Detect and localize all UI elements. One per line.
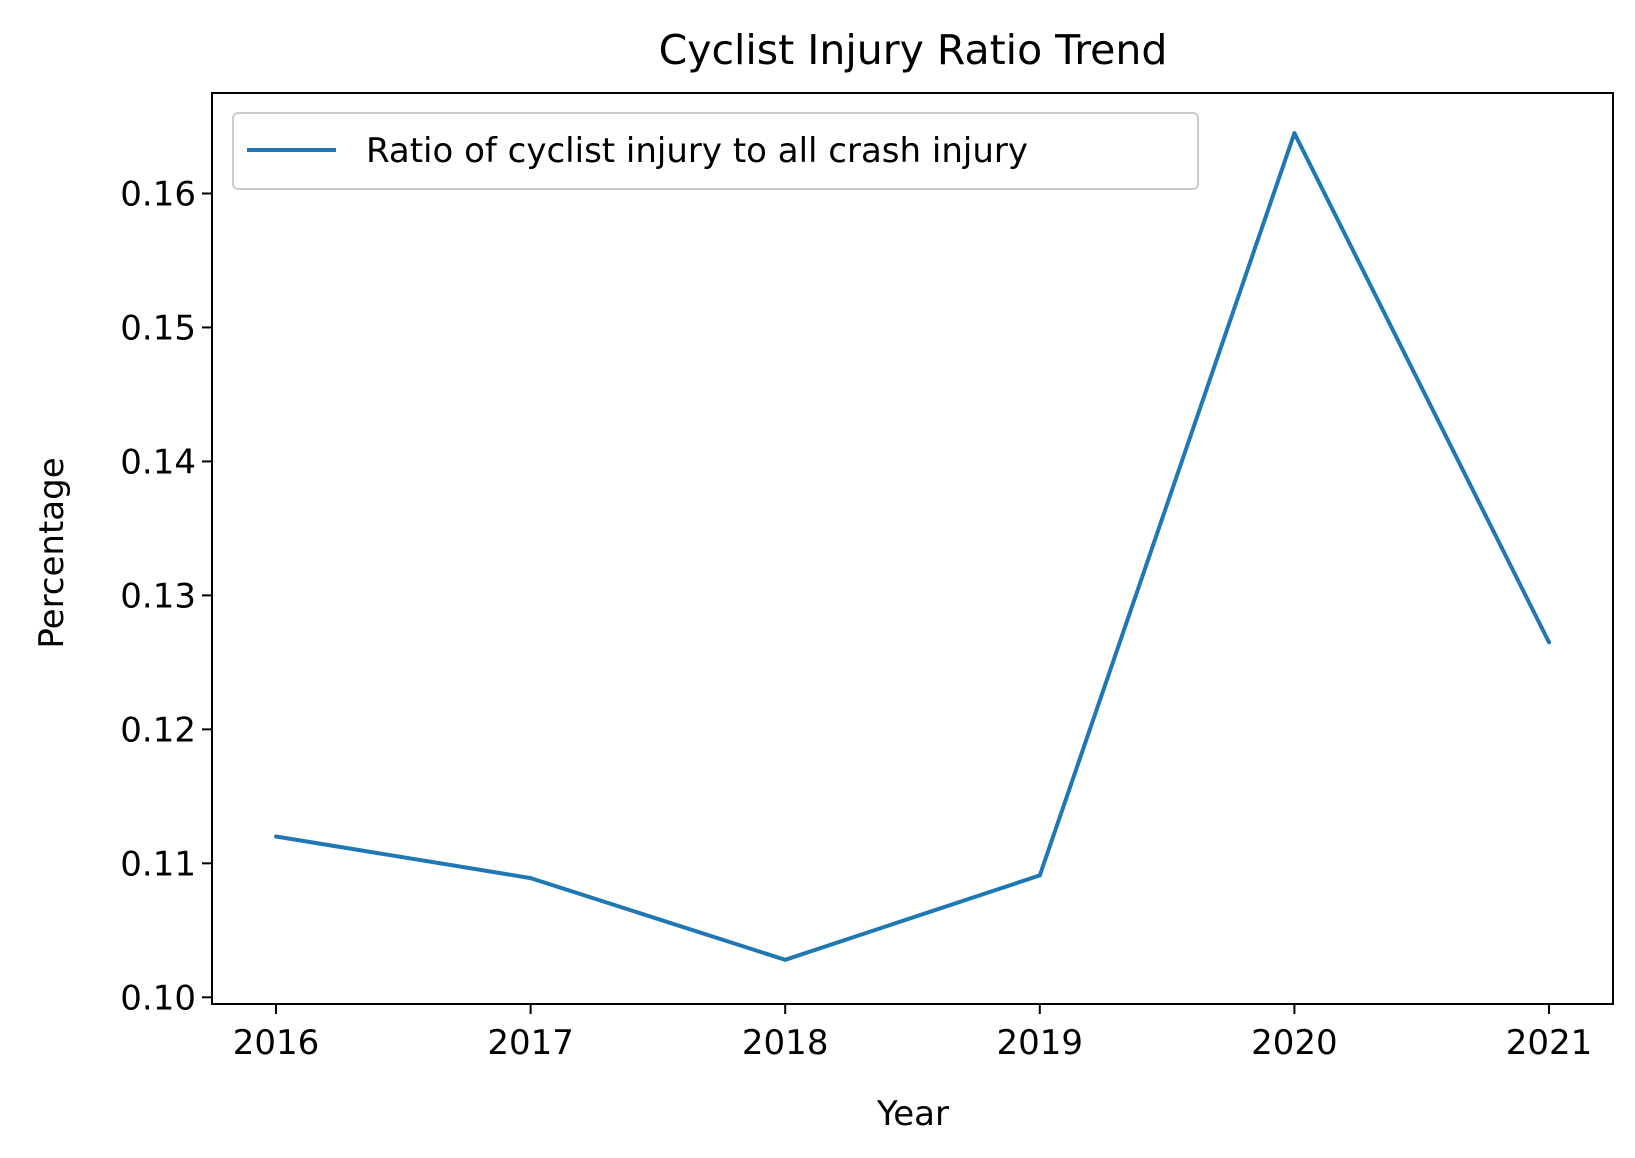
- x-tick-label: 2017: [487, 1023, 574, 1063]
- series-line: [275, 131, 1551, 962]
- data-point: [1037, 873, 1042, 878]
- plot-frame: [211, 92, 1614, 1005]
- x-tick-label: 2020: [1251, 1023, 1338, 1063]
- data-point: [1547, 640, 1551, 645]
- y-axis-ticks: 0.10 0.11 0.12 0.13 0.14 0.15 0.16: [120, 174, 212, 1018]
- data-point: [1292, 131, 1297, 136]
- y-tick-label: 0.13: [120, 576, 196, 616]
- y-tick-label: 0.11: [120, 844, 196, 884]
- legend-label: Ratio of cyclist injury to all crash inj…: [366, 131, 1028, 171]
- y-tick-label: 0.12: [120, 710, 196, 750]
- chart-title: Cyclist Injury Ratio Trend: [659, 26, 1168, 74]
- y-axis-label: Percentage: [32, 457, 72, 648]
- x-axis-ticks: 2016 2017 2018 2019 2020 2021: [233, 1004, 1593, 1063]
- data-point: [528, 876, 533, 881]
- y-tick-label: 0.14: [120, 442, 196, 482]
- x-tick-label: 2019: [997, 1023, 1084, 1063]
- x-tick-label: 2016: [233, 1023, 320, 1063]
- x-tick-label: 2021: [1506, 1023, 1593, 1063]
- data-point: [274, 834, 278, 839]
- y-tick-label: 0.10: [120, 978, 196, 1018]
- legend-box: [232, 112, 1199, 190]
- data-point: [783, 957, 788, 962]
- y-tick-label: 0.16: [120, 174, 196, 214]
- x-tick-label: 2018: [742, 1023, 829, 1063]
- y-tick-label: 0.15: [120, 308, 196, 348]
- legend: Ratio of cyclist injury to all crash inj…: [232, 112, 1199, 190]
- plot-area: [212, 93, 1613, 1004]
- x-axis-label: Year: [876, 1094, 949, 1134]
- series-lines: [274, 131, 1551, 962]
